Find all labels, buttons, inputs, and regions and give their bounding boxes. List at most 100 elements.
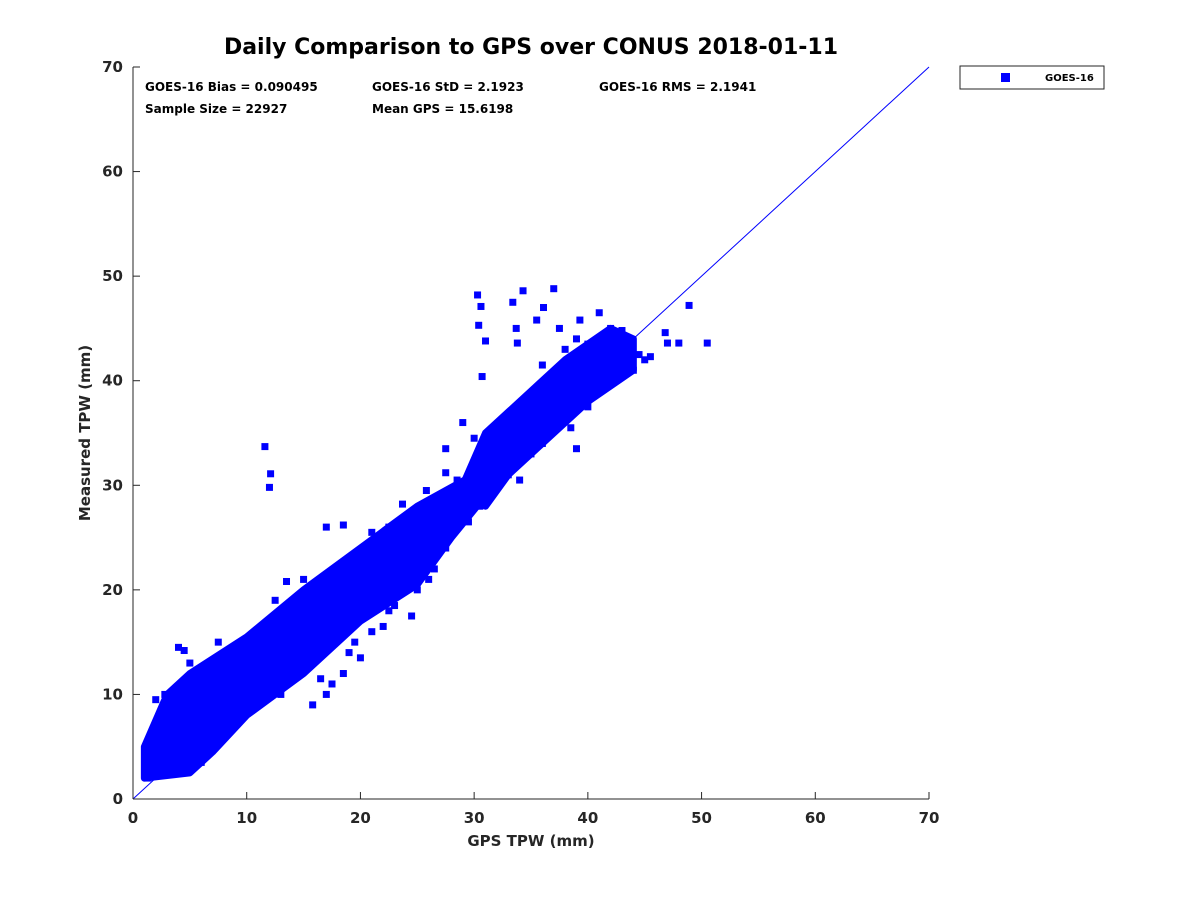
x-tick-label: 60 bbox=[805, 809, 826, 827]
data-point bbox=[584, 403, 592, 411]
data-point bbox=[345, 649, 353, 657]
data-point bbox=[601, 356, 609, 364]
data-point bbox=[288, 622, 296, 630]
data-point bbox=[576, 316, 584, 324]
data-point bbox=[504, 471, 512, 479]
data-point bbox=[491, 487, 499, 495]
legend-box bbox=[959, 65, 1105, 90]
data-point bbox=[550, 285, 558, 293]
data-point bbox=[427, 530, 435, 538]
legend-label: GOES-16 bbox=[1045, 73, 1094, 84]
x-tick-label: 20 bbox=[350, 809, 371, 827]
data-point bbox=[538, 439, 546, 447]
data-point bbox=[442, 469, 450, 477]
data-point bbox=[478, 373, 486, 381]
data-point bbox=[641, 356, 649, 364]
data-point bbox=[399, 500, 407, 508]
data-point bbox=[442, 544, 450, 552]
data-point bbox=[629, 366, 637, 374]
data-point bbox=[533, 316, 541, 324]
data-point bbox=[538, 361, 546, 369]
legend: GOES-16 bbox=[959, 65, 1105, 90]
data-point bbox=[533, 413, 541, 421]
data-point bbox=[470, 434, 478, 442]
y-tick-label: 40 bbox=[102, 372, 123, 390]
data-point bbox=[675, 339, 683, 347]
data-point bbox=[464, 518, 472, 526]
data-point bbox=[572, 377, 580, 385]
data-point bbox=[309, 701, 317, 709]
data-point bbox=[214, 638, 222, 646]
data-point bbox=[516, 476, 524, 484]
data-point bbox=[322, 690, 330, 698]
data-point bbox=[635, 351, 643, 359]
data-point bbox=[261, 443, 269, 451]
data-point bbox=[209, 732, 217, 740]
data-point bbox=[477, 302, 485, 310]
data-point bbox=[567, 424, 575, 432]
data-point bbox=[231, 675, 239, 683]
data-point bbox=[300, 575, 308, 583]
data-point bbox=[174, 643, 182, 651]
y-tick-label: 30 bbox=[102, 476, 123, 494]
data-point bbox=[475, 321, 483, 329]
data-point bbox=[368, 628, 376, 636]
plot-area bbox=[132, 66, 930, 800]
data-point bbox=[487, 429, 495, 437]
data-point bbox=[271, 596, 279, 604]
stat-std: GOES-16 StD = 2.1923 bbox=[372, 80, 524, 94]
data-point bbox=[618, 356, 626, 364]
data-point bbox=[661, 329, 669, 337]
data-point bbox=[339, 670, 347, 678]
data-point bbox=[516, 408, 524, 416]
stat-sample-size: Sample Size = 22927 bbox=[145, 102, 287, 116]
data-point bbox=[555, 366, 563, 374]
data-point bbox=[509, 298, 517, 306]
data-point bbox=[607, 324, 615, 332]
data-point bbox=[385, 607, 393, 615]
data-point bbox=[169, 722, 177, 730]
data-point bbox=[322, 523, 330, 531]
chart-title: Daily Comparison to GPS over CONUS 2018-… bbox=[224, 35, 838, 60]
data-point bbox=[493, 450, 501, 458]
data-point bbox=[584, 340, 592, 348]
data-point bbox=[540, 304, 548, 312]
x-axis-label: GPS TPW (mm) bbox=[467, 832, 594, 850]
data-point bbox=[146, 746, 154, 754]
legend-marker bbox=[1001, 73, 1010, 82]
data-point bbox=[595, 387, 603, 395]
data-point bbox=[265, 483, 273, 491]
x-tick-label: 50 bbox=[691, 809, 712, 827]
data-point bbox=[512, 324, 520, 332]
data-point bbox=[144, 774, 152, 782]
data-point bbox=[618, 327, 626, 335]
data-point bbox=[561, 345, 569, 353]
data-point bbox=[482, 337, 490, 345]
data-point bbox=[413, 586, 421, 594]
data-point bbox=[612, 366, 620, 374]
y-tick-label: 20 bbox=[102, 581, 123, 599]
x-tick-label: 10 bbox=[236, 809, 257, 827]
data-point bbox=[513, 339, 521, 347]
data-point bbox=[459, 419, 467, 427]
data-point bbox=[237, 711, 245, 719]
y-tick-label: 60 bbox=[102, 163, 123, 181]
data-point bbox=[703, 339, 711, 347]
data-point bbox=[527, 398, 535, 406]
data-point bbox=[550, 419, 558, 427]
y-tick-label: 50 bbox=[102, 267, 123, 285]
data-point bbox=[277, 690, 285, 698]
data-point bbox=[453, 476, 461, 484]
y-tick-label: 0 bbox=[113, 790, 123, 808]
data-point bbox=[519, 287, 527, 295]
data-point bbox=[317, 675, 325, 683]
data-point bbox=[368, 528, 376, 536]
data-point bbox=[356, 654, 364, 662]
y-tick-label: 70 bbox=[102, 58, 123, 76]
data-point bbox=[422, 487, 430, 495]
x-tick-label: 0 bbox=[128, 809, 138, 827]
one-to-one-line bbox=[132, 66, 930, 800]
data-point bbox=[442, 445, 450, 453]
data-point bbox=[311, 617, 319, 625]
